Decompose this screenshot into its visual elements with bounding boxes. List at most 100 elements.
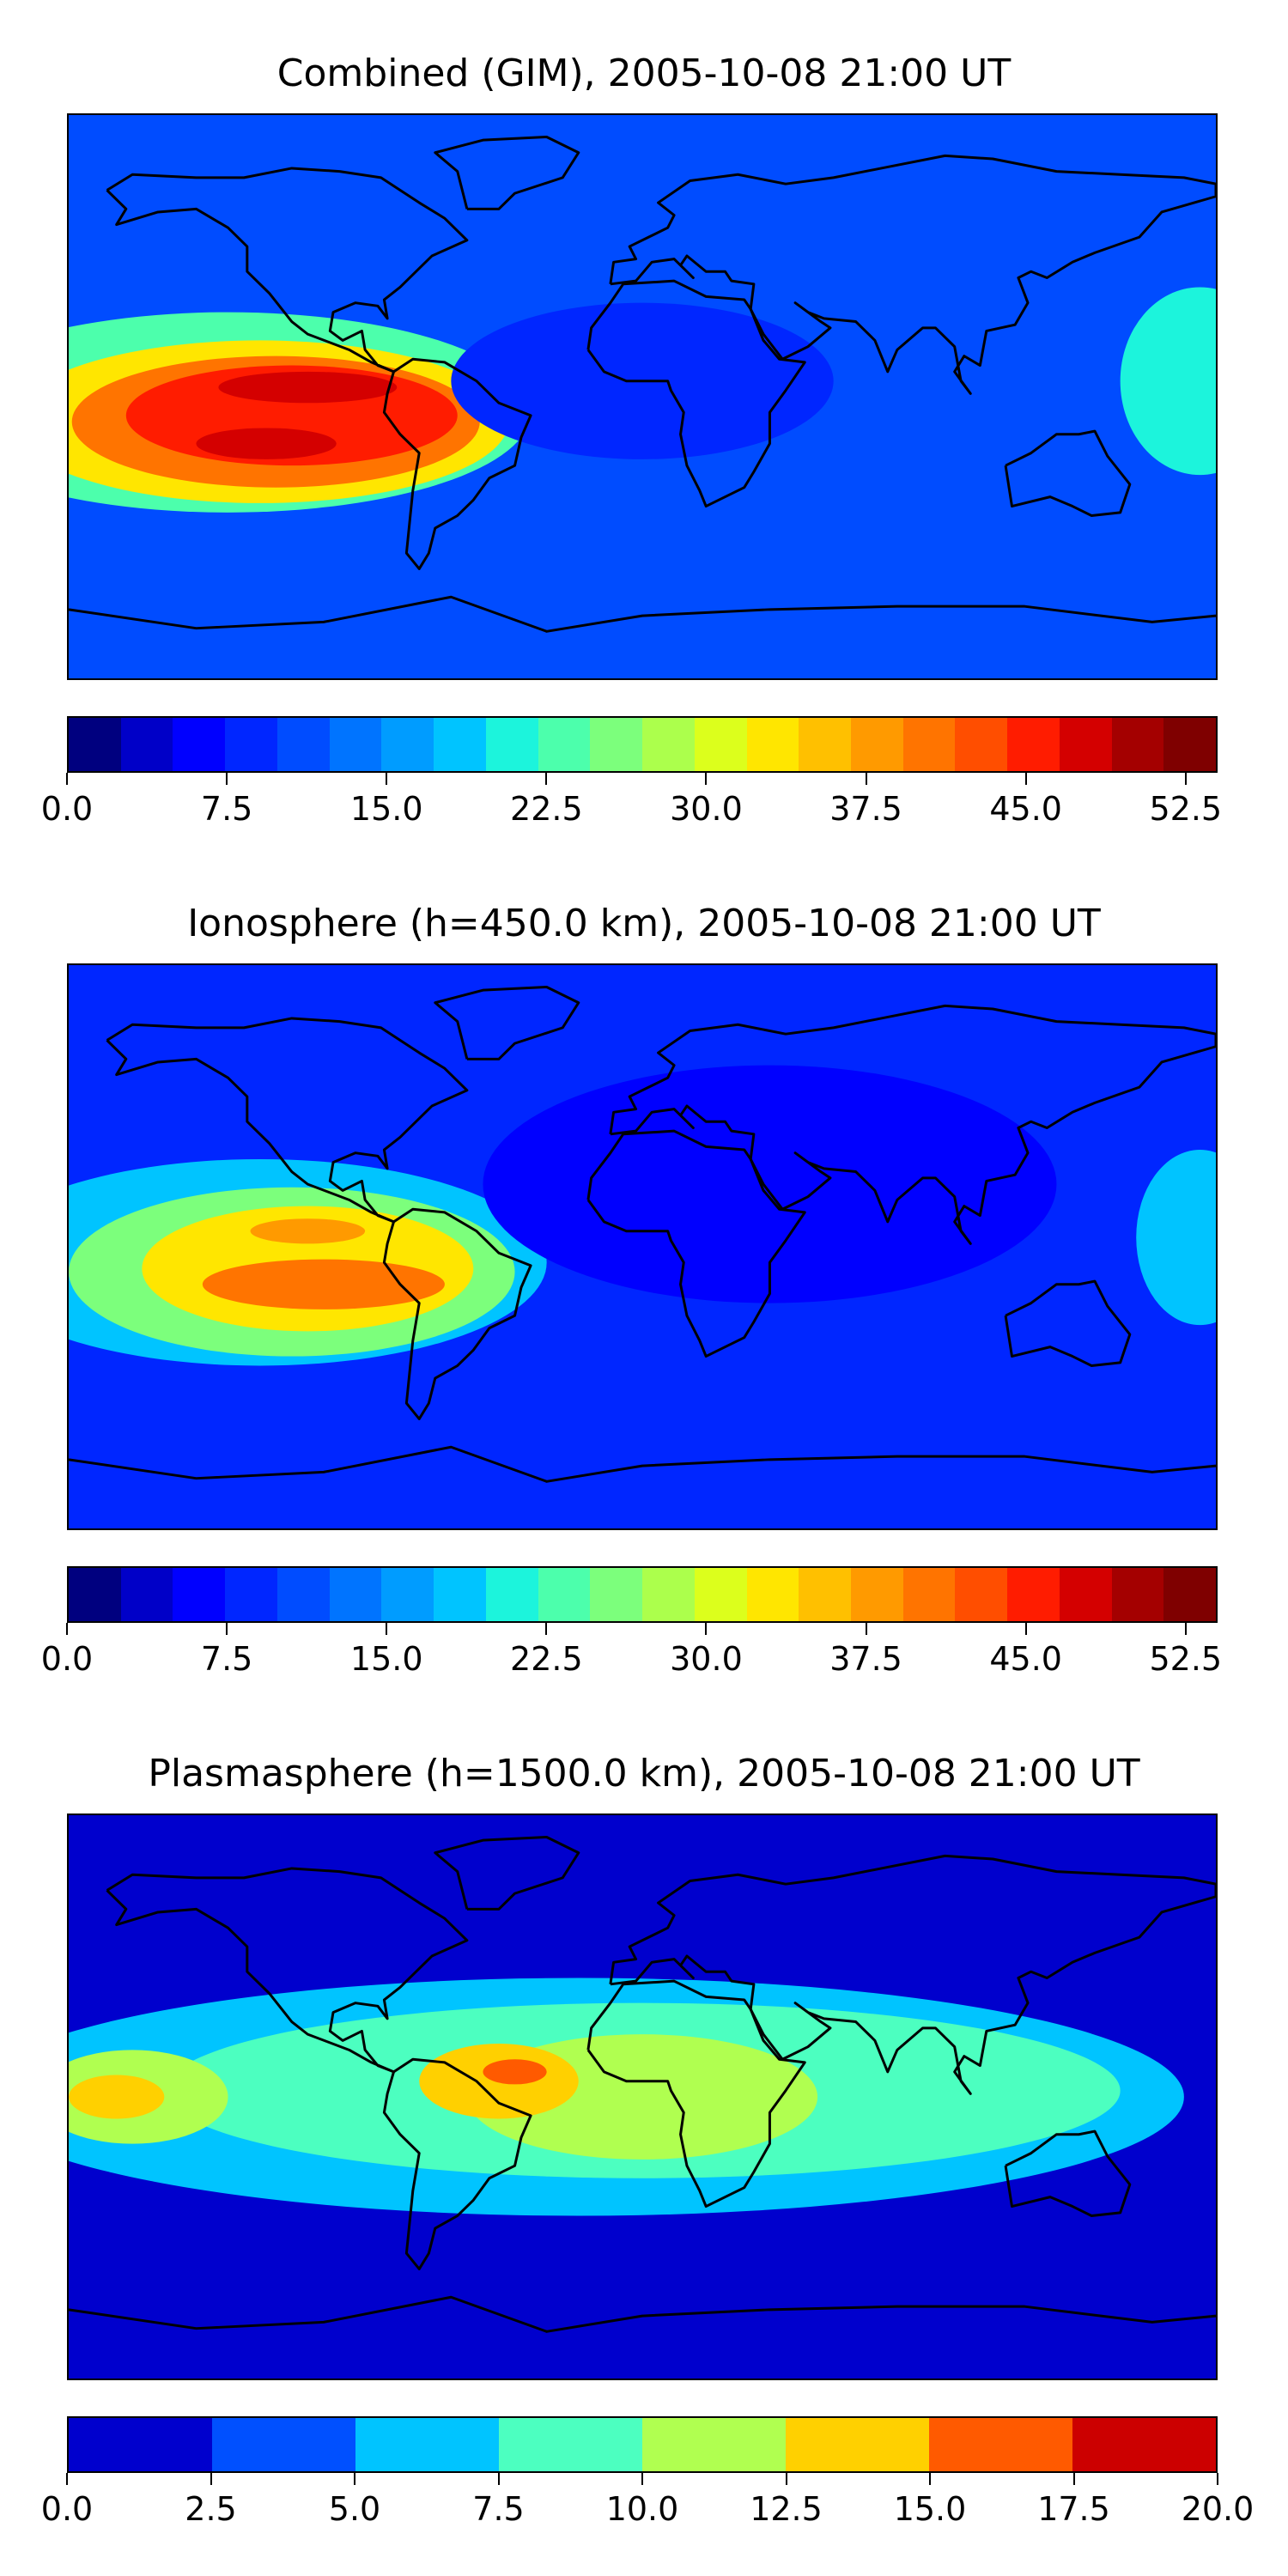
- coastline-1: [434, 1836, 580, 1911]
- panel-1-heatmap: [69, 115, 1216, 678]
- colorbar-swatch-9: [538, 1568, 591, 1621]
- panel-3-heatmap: [69, 1815, 1216, 2379]
- panel-2-map: [67, 963, 1218, 1530]
- colorbar-tick-label: 2.5: [185, 2490, 237, 2528]
- colorbar-tick-mark: [865, 1623, 867, 1635]
- coastline-1: [434, 986, 580, 1060]
- colorbar-tick-mark: [226, 773, 228, 785]
- heatmap-contour-6: [483, 1065, 1057, 1303]
- colorbar-swatch-13: [746, 718, 799, 771]
- colorbar-swatch-6: [381, 1568, 434, 1621]
- colorbar-tick-label: 45.0: [989, 1640, 1062, 1678]
- coastline-0: [106, 167, 469, 374]
- colorbar-swatch-0: [69, 1568, 121, 1621]
- coastline-3: [586, 1979, 806, 2208]
- heatmap-contour-3: [202, 1259, 445, 1309]
- heatmap-contour-4: [250, 1218, 366, 1244]
- colorbar-swatch-12: [694, 718, 747, 771]
- colorbar-swatch-8: [485, 718, 538, 771]
- colorbar-swatch-17: [955, 1568, 1008, 1621]
- heatmap-contour-4: [69, 2075, 165, 2119]
- coastline-6: [69, 595, 1216, 633]
- panel-1-map: [67, 113, 1218, 680]
- colorbar-swatch-1: [120, 1568, 173, 1621]
- colorbar-swatch-5: [329, 718, 382, 771]
- colorbar-tick-label: 10.0: [605, 2490, 679, 2528]
- colorbar-swatch-2: [173, 718, 226, 771]
- colorbar-tick-mark: [386, 773, 388, 785]
- colorbar-tick-mark: [865, 773, 867, 785]
- coastline-0: [106, 1867, 469, 2074]
- colorbar-tick-label: 7.5: [472, 2490, 525, 2528]
- colorbar-swatch-14: [799, 1568, 852, 1621]
- colorbar-tick-mark: [929, 2473, 931, 2485]
- coastline-1: [434, 136, 580, 210]
- colorbar-swatch-6: [381, 718, 434, 771]
- colorbar-tick-mark: [1184, 1623, 1187, 1635]
- colorbar-tick-label: 52.5: [1149, 790, 1223, 828]
- colorbar-tick-mark: [545, 773, 548, 785]
- colorbar-tick-label: 0.0: [40, 1640, 94, 1678]
- colorbar-swatch-8: [485, 1568, 538, 1621]
- colorbar-tick-mark: [1024, 773, 1027, 785]
- colorbar-tick-mark: [545, 1623, 548, 1635]
- colorbar-tick-label: 15.0: [893, 2490, 967, 2528]
- colorbar-swatch-16: [902, 1568, 956, 1621]
- colorbar-swatch-4: [642, 2418, 786, 2471]
- colorbar-swatch-7: [434, 718, 486, 771]
- coastline-2: [382, 357, 532, 570]
- colorbar-tick-label: 12.5: [750, 2490, 823, 2528]
- colorbar-swatch-20: [1111, 1568, 1164, 1621]
- colorbar-swatch-4: [276, 1568, 330, 1621]
- colorbar-tick-mark: [210, 2473, 212, 2485]
- coastline-5: [1004, 1279, 1132, 1367]
- coastline-3: [586, 1129, 806, 1358]
- coastline-6: [69, 2295, 1216, 2333]
- panel-2-colorbar-ticks: 0.0 7.5 15.0 22.5 30.0 37.5 45.0 52.5: [41, 1623, 1222, 1678]
- colorbar-swatch-19: [1059, 718, 1112, 771]
- panel-3-map: [67, 1814, 1218, 2380]
- heatmap-contour-6: [1120, 287, 1216, 476]
- colorbar-tick-mark: [354, 2473, 355, 2485]
- coastline-4: [609, 1004, 1216, 1245]
- colorbar-swatch-0: [69, 718, 121, 771]
- colorbar-swatch-6: [929, 2418, 1072, 2471]
- heatmap-contour-4: [218, 371, 398, 404]
- panel-1-colorbar: [67, 716, 1218, 773]
- colorbar-tick-label: 17.5: [1037, 2490, 1110, 2528]
- colorbar-swatch-9: [538, 718, 591, 771]
- colorbar-swatch-5: [329, 1568, 382, 1621]
- colorbar-tick-mark: [1024, 1623, 1027, 1635]
- colorbar-tick-mark: [226, 1623, 228, 1635]
- colorbar-tick-label: 22.5: [510, 1640, 583, 1678]
- coastline-4: [609, 154, 1216, 395]
- colorbar-tick-mark: [705, 773, 708, 785]
- coastline-0: [106, 1017, 469, 1224]
- colorbar-swatch-4: [276, 718, 330, 771]
- colorbar-tick-label: 15.0: [349, 1640, 423, 1678]
- colorbar-tick-label: 45.0: [989, 790, 1062, 828]
- coastline-3: [586, 279, 806, 508]
- colorbar-tick-label: 0.0: [40, 2490, 94, 2528]
- heatmap-contour-5: [196, 428, 337, 459]
- colorbar-tick-mark: [1217, 2473, 1218, 2485]
- colorbar-tick-label: 30.0: [670, 1640, 743, 1678]
- colorbar-swatch-21: [1163, 718, 1216, 771]
- colorbar-swatch-3: [499, 2418, 642, 2471]
- colorbar-tick-mark: [497, 2473, 500, 2485]
- coastline-4: [609, 1854, 1216, 2095]
- colorbar-tick-label: 22.5: [510, 790, 583, 828]
- colorbar-tick-mark: [785, 2473, 787, 2485]
- colorbar-tick-mark: [1072, 2473, 1075, 2485]
- colorbar-swatch-0: [69, 2418, 212, 2471]
- panel-3-title: Plasmasphere (h=1500.0 km), 2005-10-08 2…: [148, 1752, 1140, 1795]
- panel-2-title: Ionosphere (h=450.0 km), 2005-10-08 21:0…: [187, 902, 1101, 945]
- colorbar-tick-mark: [66, 773, 68, 785]
- colorbar-tick-mark: [641, 2473, 643, 2485]
- colorbar-swatch-2: [355, 2418, 499, 2471]
- colorbar-swatch-20: [1111, 718, 1164, 771]
- colorbar-swatch-3: [225, 1568, 277, 1621]
- colorbar-swatch-15: [851, 718, 903, 771]
- panel-2-heatmap: [69, 965, 1216, 1528]
- colorbar-tick-mark: [1184, 773, 1187, 785]
